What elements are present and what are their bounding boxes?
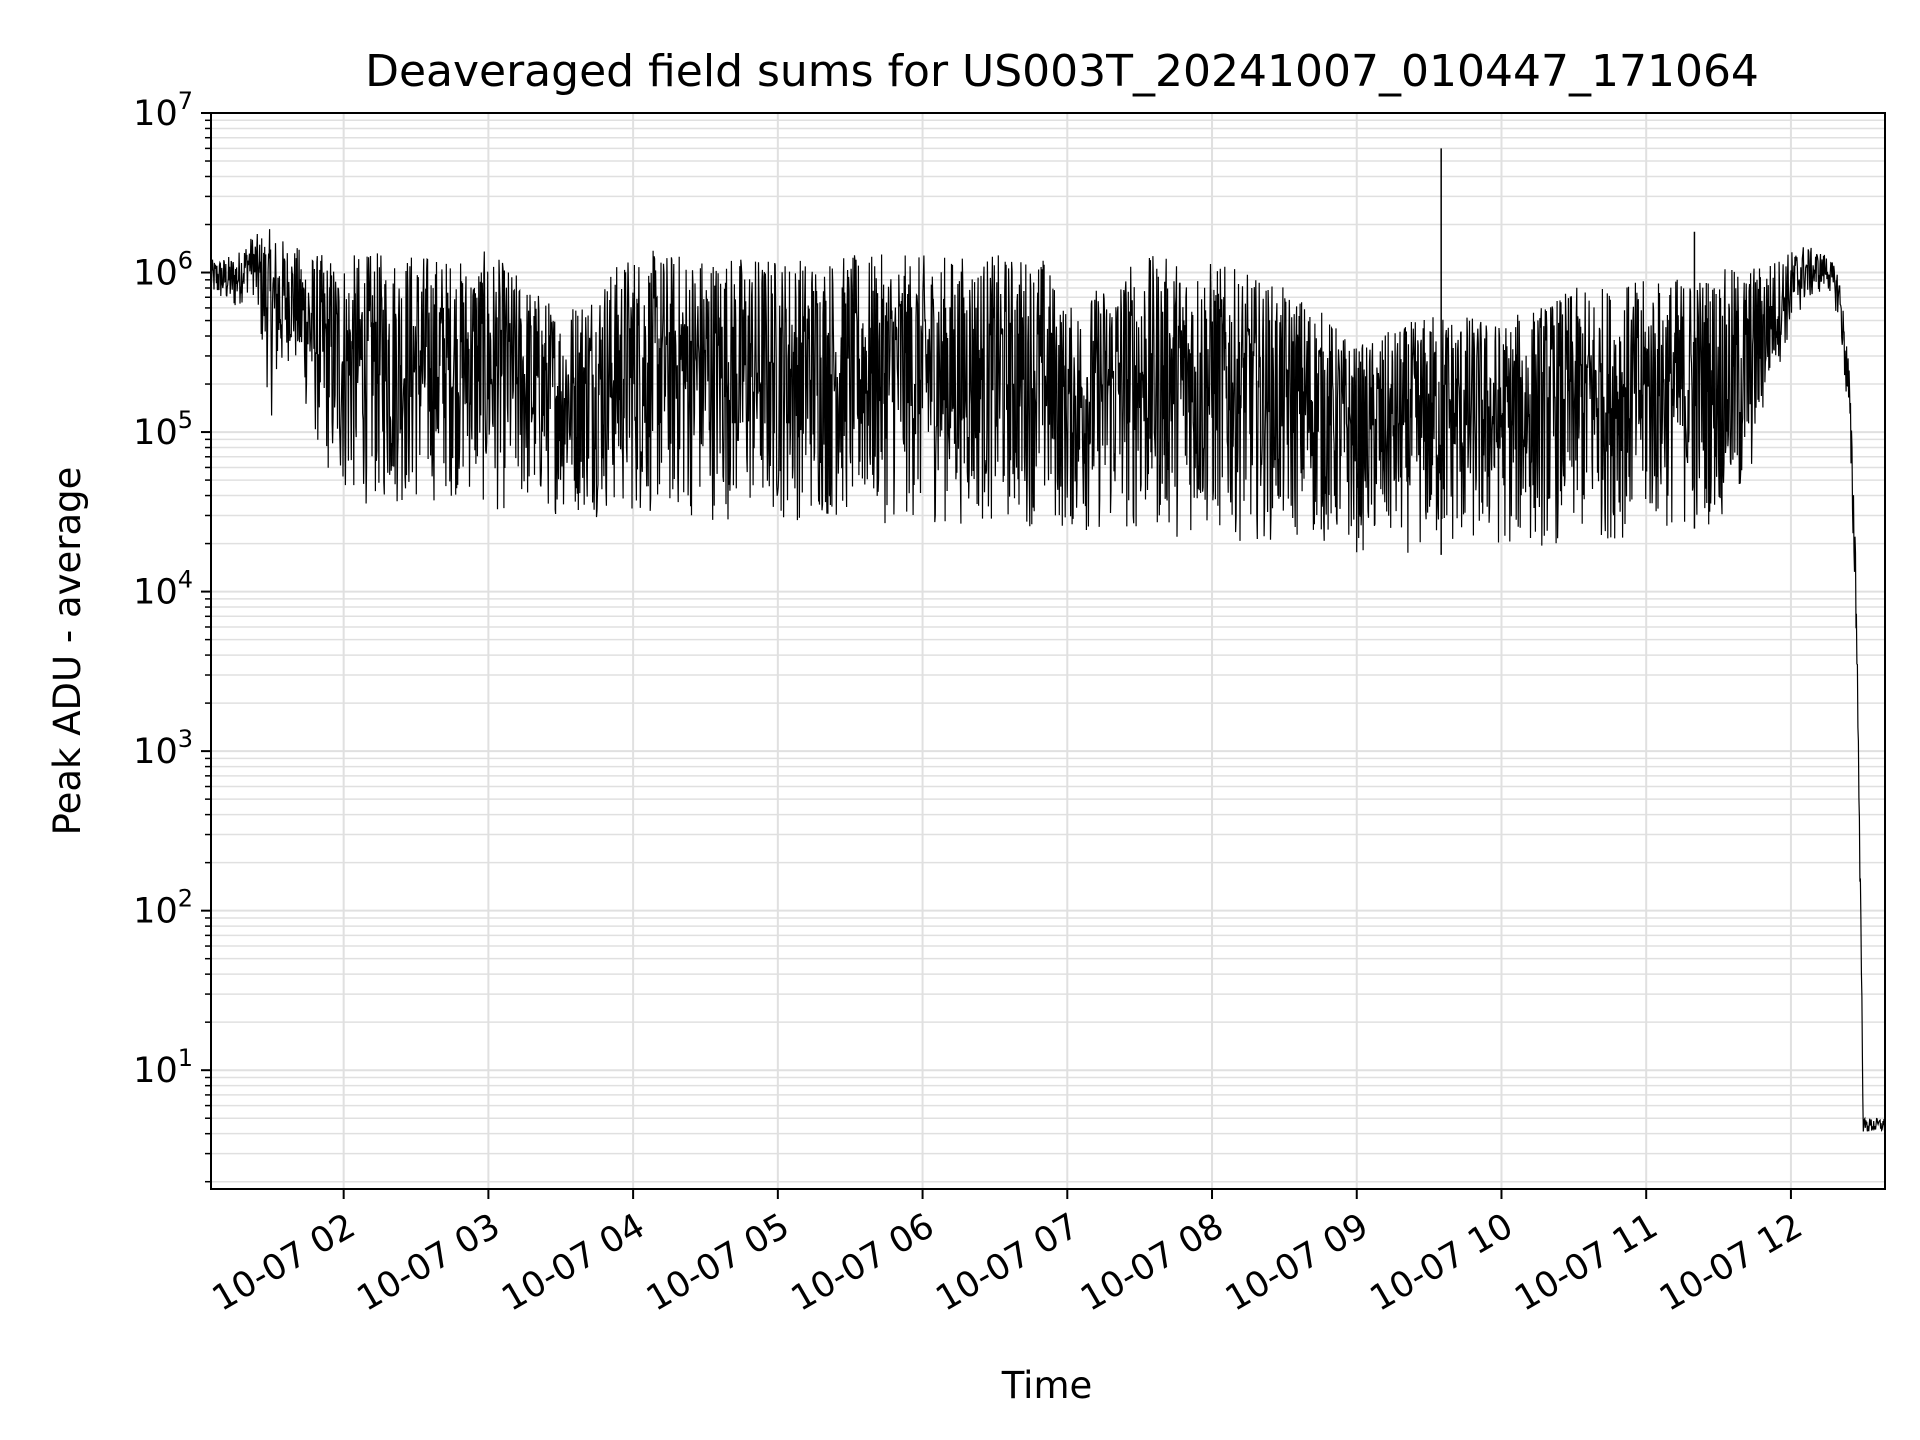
- x-tick-label: 10-07 02: [206, 1206, 362, 1319]
- x-tick-label: 10-07 09: [1219, 1206, 1375, 1319]
- x-tick-label: 10-07 07: [930, 1206, 1086, 1319]
- x-tick-label: 10-07 03: [351, 1206, 507, 1319]
- y-tick-label: 101: [133, 1044, 193, 1091]
- x-tick-label: 10-07 11: [1508, 1206, 1664, 1319]
- chart-title: Deaveraged field sums for US003T_2024100…: [365, 46, 1759, 97]
- y-tick-label: 106: [133, 247, 193, 294]
- y-tick-label: 105: [133, 406, 193, 453]
- series-line: [210, 229, 1886, 1132]
- x-tick-label: 10-07 04: [495, 1206, 651, 1319]
- y-tick-label: 103: [133, 725, 193, 772]
- x-tick-label: 10-07 06: [785, 1206, 941, 1319]
- x-axis-label: Time: [1001, 1364, 1093, 1407]
- y-tick-label: 104: [133, 566, 193, 613]
- y-tick-label: 102: [133, 885, 193, 932]
- plot-frame: [210, 112, 1886, 1190]
- x-tick-label: 10-07 05: [640, 1206, 796, 1319]
- x-tick-label: 10-07 10: [1364, 1206, 1520, 1319]
- x-tick-label: 10-07 08: [1074, 1206, 1230, 1319]
- grid-layer: [211, 112, 1885, 1189]
- data-layer: [210, 148, 1886, 1132]
- y-tick-label: 107: [133, 87, 193, 134]
- y-axis-label: Peak ADU - average: [46, 467, 89, 836]
- y-axis: 101 102 103 104 105 106 107: [133, 87, 211, 1183]
- x-tick-label: 10-07 12: [1653, 1206, 1809, 1319]
